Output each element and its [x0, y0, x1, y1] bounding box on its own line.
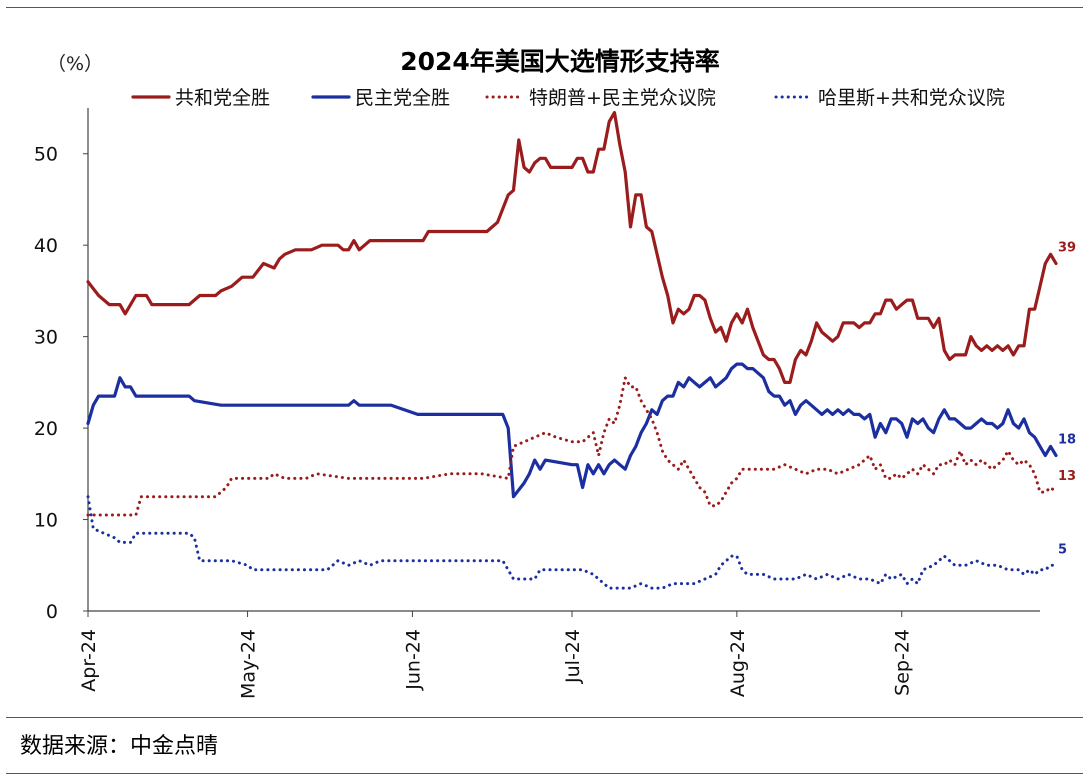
- legend-label: 特朗普+民主党众议院: [529, 87, 716, 109]
- y-tick-label: 50: [34, 144, 58, 166]
- x-tick-label: May-24: [238, 629, 260, 699]
- bottom-border: [6, 773, 1083, 774]
- top-border: [6, 7, 1083, 8]
- source-note: 数据来源：中金点晴: [20, 734, 219, 759]
- legend-label: 共和党全胜: [175, 87, 270, 109]
- series-line-4: [86, 495, 1058, 590]
- end-labels: 39 18 13 5: [1058, 240, 1076, 557]
- y-tick-label: 10: [34, 510, 58, 532]
- series-end-label: 18: [1058, 433, 1076, 448]
- legend: 共和党全胜 民主党全胜 特朗普+民主党众议院 哈里斯+共和党众议院: [131, 87, 1005, 109]
- axes: 0 10 20 30 40 50 Apr-24 May-24 Jun-24 Jul-24 Aug-2…: [34, 108, 1040, 699]
- y-axis-unit: （%）: [47, 53, 103, 75]
- source-divider: [6, 717, 1083, 718]
- legend-label: 民主党全胜: [355, 87, 450, 109]
- series-end-label: 39: [1058, 240, 1076, 255]
- x-tick-label: Sep-24: [892, 629, 914, 696]
- x-tick-label: Jul-24: [562, 629, 584, 684]
- x-tick-label: Apr-24: [78, 629, 100, 692]
- series-line-1: [86, 110, 1058, 384]
- y-tick-label: 20: [34, 418, 58, 440]
- series-line-3: [86, 376, 1058, 517]
- y-tick-label: 30: [34, 327, 58, 349]
- chart-title: 2024年美国大选情形支持率: [400, 47, 720, 76]
- y-tick-label: 40: [34, 235, 58, 257]
- series-end-label: 5: [1058, 542, 1067, 557]
- series-end-label: 13: [1058, 469, 1076, 484]
- x-tick-label: Jun-24: [402, 629, 424, 691]
- line-chart: 2024年美国大选情形支持率 （%） 共和党全胜 民主党全胜 特朗普+民主党众议院 哈…: [34, 47, 1076, 699]
- y-tick-label: 0: [46, 601, 58, 623]
- series-line-2: [86, 362, 1058, 499]
- legend-label: 哈里斯+共和党众议院: [818, 87, 1005, 109]
- x-tick-label: Aug-24: [727, 629, 749, 697]
- series-layer: [86, 110, 1058, 590]
